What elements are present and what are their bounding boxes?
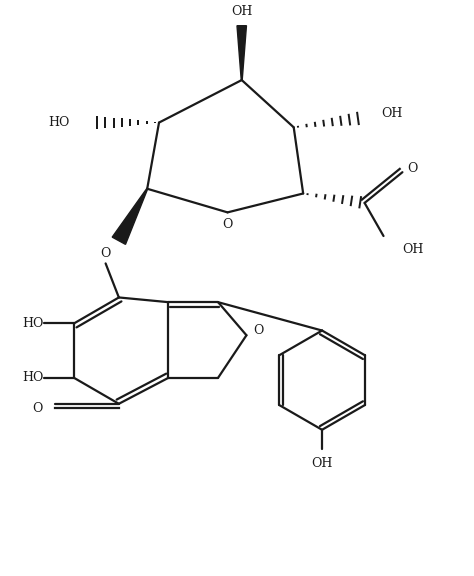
Text: O: O bbox=[32, 402, 43, 415]
Text: OH: OH bbox=[381, 107, 402, 120]
Polygon shape bbox=[112, 188, 147, 244]
Text: OH: OH bbox=[311, 457, 333, 471]
Text: HO: HO bbox=[22, 317, 43, 330]
Text: HO: HO bbox=[22, 372, 43, 384]
Text: O: O bbox=[100, 248, 111, 260]
Text: OH: OH bbox=[231, 5, 253, 18]
Text: OH: OH bbox=[402, 242, 424, 256]
Polygon shape bbox=[237, 26, 246, 80]
Text: O: O bbox=[253, 324, 264, 337]
Text: O: O bbox=[222, 218, 233, 231]
Text: O: O bbox=[408, 162, 418, 176]
Text: HO: HO bbox=[48, 116, 69, 129]
